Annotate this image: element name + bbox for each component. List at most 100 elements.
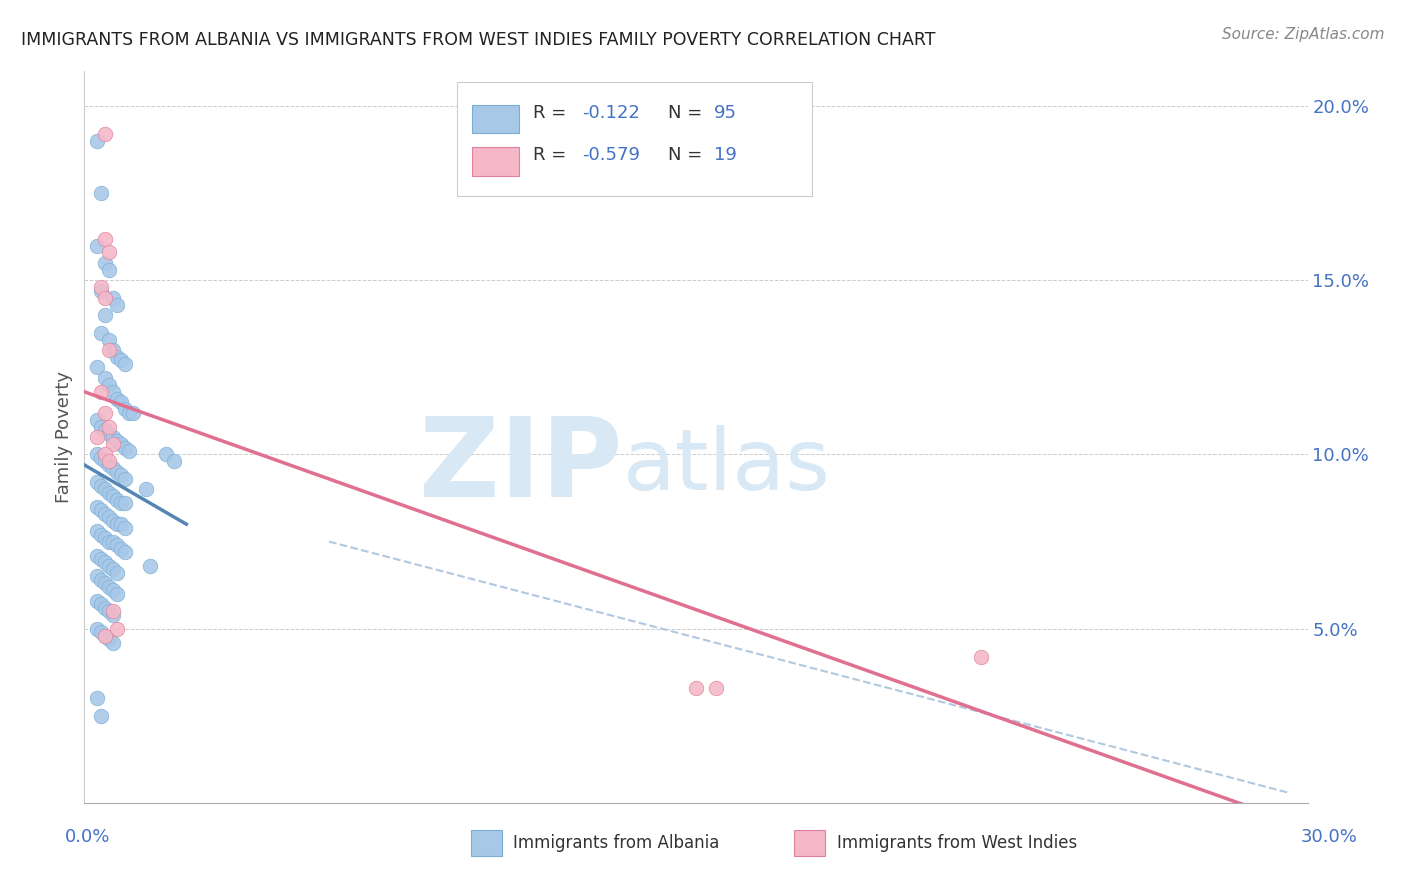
Point (105, 298, 128, 312)
Point (86, 238, 108, 252)
Point (122, 406, 145, 420)
Point (97, 454, 120, 468)
Point (86, 412, 108, 426)
Point (101, 343, 124, 357)
Text: 19: 19 (714, 146, 737, 164)
Point (105, 434, 128, 448)
Text: Immigrants from Albania: Immigrants from Albania (513, 834, 720, 852)
Point (101, 437, 124, 451)
Point (114, 402, 136, 417)
Point (86, 360, 108, 375)
Point (110, 541, 132, 556)
Point (97, 604, 120, 618)
Point (93, 629, 115, 643)
Point (114, 521, 136, 535)
Point (155, 448, 177, 462)
Point (93, 231, 115, 245)
Text: Source: ZipAtlas.com: Source: ZipAtlas.com (1222, 27, 1385, 42)
Text: 30.0%: 30.0% (1301, 828, 1357, 846)
Text: ZIP: ZIP (419, 413, 623, 520)
Point (93, 531, 115, 545)
Point (90, 326, 112, 340)
Point (97, 485, 120, 500)
Point (110, 517, 132, 532)
Point (105, 587, 128, 601)
Point (114, 496, 136, 510)
Point (163, 454, 186, 468)
Point (93, 406, 115, 420)
Point (105, 622, 128, 636)
Point (97, 263, 120, 277)
Point (86, 448, 108, 462)
Point (114, 472, 136, 486)
Point (86, 622, 108, 636)
Point (93, 507, 115, 521)
Text: R =: R = (533, 146, 572, 164)
Point (97, 458, 120, 472)
Point (110, 353, 132, 368)
Point (90, 384, 112, 399)
Point (93, 291, 115, 305)
Point (110, 468, 132, 483)
Point (114, 441, 136, 455)
Point (86, 569, 108, 583)
FancyBboxPatch shape (472, 105, 519, 133)
Point (110, 496, 132, 510)
Point (93, 483, 115, 497)
Point (97, 580, 120, 594)
Point (90, 479, 112, 493)
Point (90, 552, 112, 566)
Point (685, 681, 707, 695)
Point (105, 392, 128, 406)
Point (114, 545, 136, 559)
Point (93, 576, 115, 591)
Point (97, 245, 120, 260)
Point (101, 604, 124, 618)
Point (101, 534, 124, 549)
Point (90, 280, 112, 294)
Point (90, 450, 112, 465)
Point (90, 527, 112, 541)
Text: N =: N = (668, 146, 707, 164)
Point (90, 284, 112, 298)
Point (93, 127, 115, 141)
Point (704, 681, 728, 695)
Point (93, 308, 115, 322)
Text: atlas: atlas (623, 425, 831, 508)
Point (90, 597, 112, 611)
Point (97, 419, 120, 434)
Point (93, 629, 115, 643)
Point (93, 556, 115, 570)
Point (101, 514, 124, 528)
Point (138, 558, 160, 573)
Point (101, 291, 124, 305)
Point (90, 625, 112, 640)
Point (86, 549, 108, 563)
Point (97, 377, 120, 392)
Point (135, 483, 157, 497)
Point (101, 461, 124, 475)
Point (105, 350, 128, 364)
Point (101, 607, 124, 622)
Point (86, 475, 108, 490)
FancyBboxPatch shape (472, 147, 519, 176)
Point (110, 395, 132, 409)
Point (97, 510, 120, 524)
Point (101, 635, 124, 649)
Point (105, 517, 128, 532)
Text: -0.122: -0.122 (582, 104, 640, 122)
Point (93, 256, 115, 270)
Point (93, 371, 115, 385)
Point (97, 333, 120, 347)
Point (101, 430, 124, 444)
Point (97, 343, 120, 357)
Point (90, 503, 112, 517)
Point (97, 534, 120, 549)
Point (105, 492, 128, 507)
Point (101, 489, 124, 503)
Point (90, 573, 112, 587)
Point (110, 437, 132, 451)
Text: Immigrants from West Indies: Immigrants from West Indies (837, 834, 1077, 852)
Text: 95: 95 (714, 104, 737, 122)
Y-axis label: Family Poverty: Family Poverty (55, 371, 73, 503)
